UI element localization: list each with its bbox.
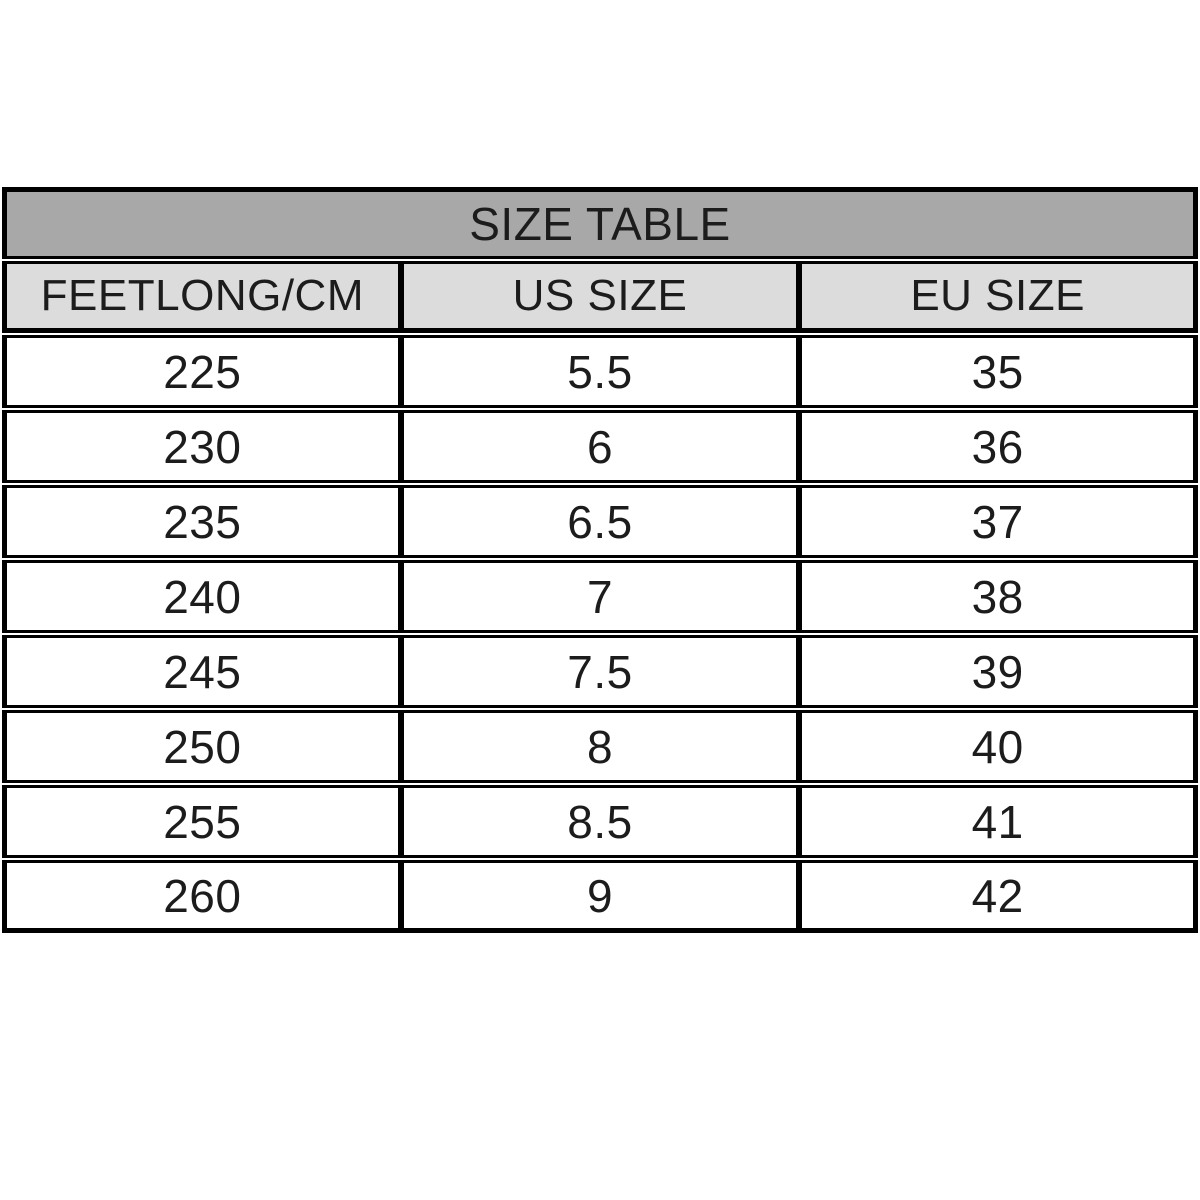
table-cell: 240: [2, 560, 401, 633]
column-header: FEETLONG/CM: [2, 261, 401, 333]
table-header-row: FEETLONG/CM US SIZE EU SIZE: [2, 261, 1198, 333]
table-cell: 41: [799, 785, 1198, 858]
column-header: EU SIZE: [799, 261, 1198, 333]
table-row: 260 9 42: [2, 860, 1198, 933]
table-cell: 35: [799, 335, 1198, 408]
table-cell: 225: [2, 335, 401, 408]
table-cell: 7.5: [400, 635, 800, 708]
table-cell: 6: [400, 410, 800, 483]
table-cell: 255: [2, 785, 401, 858]
table-row: 240 7 38: [2, 560, 1198, 633]
table-cell: 40: [799, 710, 1198, 783]
table-title: SIZE TABLE: [2, 187, 1198, 259]
table-row: 230 6 36: [2, 410, 1198, 483]
table-row: 255 8.5 41: [2, 785, 1198, 858]
table-cell: 37: [799, 485, 1198, 558]
table-cell: 9: [400, 860, 800, 933]
table-cell: 245: [2, 635, 401, 708]
table-cell: 7: [400, 560, 800, 633]
table-cell: 38: [799, 560, 1198, 633]
table-cell: 39: [799, 635, 1198, 708]
table-cell: 250: [2, 710, 401, 783]
table-row: 245 7.5 39: [2, 635, 1198, 708]
table-title-row: SIZE TABLE: [2, 187, 1198, 259]
table-cell: 5.5: [400, 335, 800, 408]
table-cell: 8: [400, 710, 800, 783]
table-cell: 6.5: [400, 485, 800, 558]
size-table-grid: SIZE TABLE FEETLONG/CM US SIZE EU SIZE 225…: [2, 185, 1198, 935]
table-cell: 42: [799, 860, 1198, 933]
table-row: 250 8 40: [2, 710, 1198, 783]
table-cell: 36: [799, 410, 1198, 483]
table-row: 235 6.5 37: [2, 485, 1198, 558]
table-cell: 235: [2, 485, 401, 558]
table-row: 225 5.5 35: [2, 335, 1198, 408]
table-cell: 230: [2, 410, 401, 483]
table-cell: 8.5: [400, 785, 800, 858]
table-cell: 260: [2, 860, 401, 933]
column-header: US SIZE: [400, 261, 800, 333]
size-table: SIZE TABLE FEETLONG/CM US SIZE EU SIZE 225…: [2, 185, 1198, 935]
